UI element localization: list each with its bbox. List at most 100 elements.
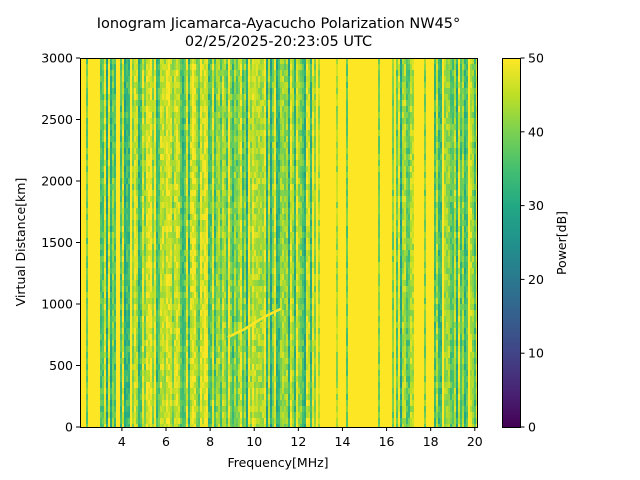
heatmap-cell: [132, 412, 134, 418]
heatmap-cell: [248, 280, 250, 286]
heatmap-cell: [160, 250, 162, 256]
heatmap-cell: [124, 130, 126, 136]
heatmap-cell: [142, 196, 144, 202]
heatmap-cell: [222, 298, 224, 304]
heatmap-cell: [218, 424, 220, 427]
heatmap-cell: [248, 202, 250, 208]
heatmap-cell: [122, 232, 124, 238]
heatmap-cell: [158, 160, 160, 166]
heatmap-cell: [210, 178, 212, 184]
heatmap-cell: [200, 232, 202, 238]
heatmap-cell: [232, 94, 234, 100]
heatmap-cell: [100, 304, 102, 310]
heatmap-cell: [234, 148, 236, 154]
heatmap-cell: [248, 82, 250, 88]
heatmap-cell: [106, 64, 108, 70]
heatmap-cell: [212, 94, 214, 100]
heatmap-cell: [128, 334, 130, 340]
heatmap-cell: [158, 328, 160, 334]
heatmap-cell: [120, 214, 122, 220]
heatmap-cell: [152, 394, 154, 400]
heatmap-cell: [128, 424, 130, 427]
heatmap-cell: [166, 376, 168, 382]
heatmap-cell: [148, 136, 150, 142]
heatmap-cell: [166, 322, 168, 328]
heatmap-cell: [152, 58, 154, 64]
heatmap-cell: [108, 244, 110, 250]
heatmap-cell: [86, 334, 88, 340]
heatmap-cell: [248, 394, 250, 400]
heatmap-cell: [134, 70, 136, 76]
heatmap-cell: [174, 106, 176, 112]
heatmap-cell: [182, 346, 184, 352]
heatmap-cell: [144, 172, 146, 178]
heatmap-cell: [128, 412, 130, 418]
heatmap-cell: [260, 94, 262, 100]
heatmap-cell: [190, 130, 192, 136]
heatmap-cell: [230, 76, 232, 82]
heatmap-cell: [128, 220, 130, 226]
heatmap-cell: [182, 130, 184, 136]
heatmap-cell: [124, 298, 126, 304]
heatmap-cell: [224, 364, 226, 370]
heatmap-cell: [132, 388, 134, 394]
heatmap-cell: [124, 226, 126, 232]
heatmap-cell: [214, 334, 216, 340]
heatmap-cell: [202, 232, 204, 238]
heatmap-cell: [246, 58, 248, 64]
heatmap-cell: [106, 370, 108, 376]
heatmap-cell: [184, 256, 186, 262]
heatmap-cell: [176, 202, 178, 208]
heatmap-cell: [206, 220, 208, 226]
heatmap-cell: [222, 220, 224, 226]
heatmap-cell: [188, 406, 190, 412]
heatmap-cell: [264, 142, 266, 148]
heatmap-cell: [120, 316, 122, 322]
heatmap-cell: [256, 328, 258, 334]
heatmap-cell: [122, 58, 124, 64]
heatmap-cell: [246, 424, 248, 427]
heatmap-cell: [196, 58, 198, 64]
heatmap-cell: [168, 340, 170, 346]
heatmap-cell: [172, 358, 174, 364]
heatmap-cell: [122, 280, 124, 286]
heatmap-cell: [152, 232, 154, 238]
heatmap-cell: [100, 274, 102, 280]
heatmap-cell: [172, 250, 174, 256]
heatmap-cell: [158, 346, 160, 352]
heatmap-cell: [152, 322, 154, 328]
heatmap-cell: [260, 214, 262, 220]
heatmap-cell: [176, 130, 178, 136]
heatmap-cell: [132, 220, 134, 226]
heatmap-cell: [208, 250, 210, 256]
heatmap-cell: [152, 196, 154, 202]
heatmap-cell: [238, 226, 240, 232]
heatmap-cell: [250, 76, 252, 82]
heatmap-cell: [196, 250, 198, 256]
heatmap-cell: [138, 364, 140, 370]
heatmap-cell: [138, 166, 140, 172]
heatmap-cell: [128, 376, 130, 382]
heatmap-cell: [206, 142, 208, 148]
heatmap-cell: [112, 184, 114, 190]
heatmap-cell: [236, 166, 238, 172]
heatmap-cell: [156, 244, 158, 250]
heatmap-cell: [100, 298, 102, 304]
heatmap-cell: [110, 70, 112, 76]
heatmap-cell: [140, 202, 142, 208]
heatmap-cell: [122, 220, 124, 226]
heatmap-cell: [126, 292, 128, 298]
heatmap-cell: [254, 178, 256, 184]
heatmap-cell: [206, 70, 208, 76]
heatmap-cell: [110, 292, 112, 298]
heatmap-cell: [254, 184, 256, 190]
heatmap-cell: [244, 172, 246, 178]
heatmap-cell: [228, 370, 230, 376]
heatmap-cell: [254, 274, 256, 280]
heatmap-cell: [138, 268, 140, 274]
heatmap-cell: [230, 418, 232, 424]
heatmap-cell: [134, 124, 136, 130]
heatmap-cell: [168, 238, 170, 244]
heatmap-cell: [106, 130, 108, 136]
heatmap-cell: [228, 424, 230, 427]
